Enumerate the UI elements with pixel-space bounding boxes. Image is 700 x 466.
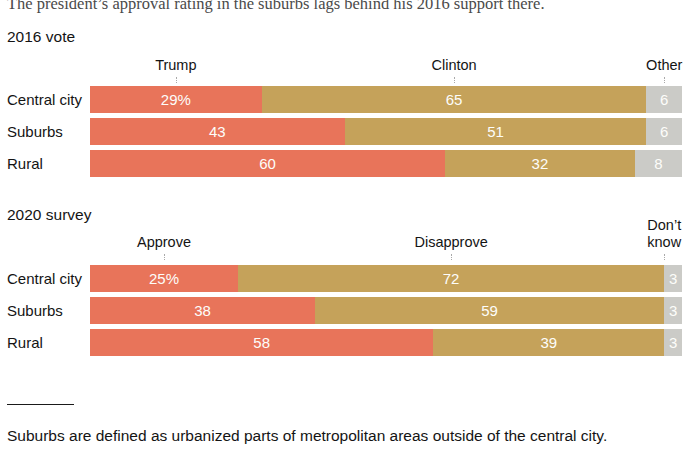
legend-label-disapprove: Disapprove [414,234,487,251]
value-label: 29% [161,91,191,108]
category-label-rural: Rural [7,329,87,356]
value-label: 25% [149,270,179,287]
segment-approve: 38 [90,297,315,324]
value-label: 3 [669,270,677,287]
segment-clinton: 32 [445,150,634,177]
bars-2016: 29% 65 6 43 51 6 60 32 8 [90,86,682,182]
segment-other: 8 [635,150,682,177]
value-label: 6 [660,123,668,140]
category-label-suburbs: Suburbs [7,297,87,324]
segment-dont-know: 3 [664,265,682,292]
bars-2020: 25% 72 3 38 59 3 58 39 3 [90,265,682,361]
value-label: 32 [532,155,549,172]
bar-row-central-city: 29% 65 6 [90,86,682,113]
bar-row-rural: 60 32 8 [90,150,682,177]
tick-mark [164,254,165,260]
value-label: 51 [487,123,504,140]
tick-mark [176,77,177,83]
value-label: 3 [669,302,677,319]
chart-subtitle: The president’s approval rating in the s… [7,0,696,14]
segment-approve: 25% [90,265,238,292]
value-label: 58 [253,334,270,351]
segment-disapprove: 39 [433,329,664,356]
value-label: 3 [669,334,677,351]
value-label: 65 [446,91,463,108]
legend-label-dont-know: Don’t know [647,217,681,251]
value-label: 72 [443,270,460,287]
tick-mark [451,254,452,260]
bar-row-central-city: 25% 72 3 [90,265,682,292]
segment-trump: 43 [90,118,345,145]
bar-row-suburbs: 43 51 6 [90,118,682,145]
category-label-central-city: Central city [7,86,87,113]
category-labels-2020: Central city Suburbs Rural [7,265,87,361]
value-label: 6 [660,91,668,108]
value-label: 59 [481,302,498,319]
legend-label-clinton: Clinton [432,57,477,74]
legend-label-approve: Approve [137,234,191,251]
legend-label-trump: Trump [155,57,196,74]
segment-disapprove: 72 [238,265,664,292]
segment-dont-know: 3 [664,297,682,324]
value-label: 43 [209,123,226,140]
category-label-central-city: Central city [7,265,87,292]
value-label: 39 [540,334,557,351]
footnote-rule [7,404,74,405]
segment-clinton: 65 [262,86,647,113]
category-label-rural: Rural [7,150,87,177]
category-labels-2016: Central city Suburbs Rural [7,86,87,182]
section-title-2016-vote: 2016 vote [7,28,75,46]
segment-trump: 29% [90,86,262,113]
segment-other: 6 [646,118,682,145]
bar-row-rural: 58 39 3 [90,329,682,356]
approval-chart-figure: The president’s approval rating in the s… [0,0,700,466]
segment-disapprove: 59 [315,297,664,324]
section-title-2020-survey: 2020 survey [7,206,91,224]
tick-mark [454,77,455,83]
legend-label-other: Other [646,57,682,74]
segment-clinton: 51 [345,118,647,145]
footnote-text: Suburbs are defined as urbanized parts o… [7,427,607,445]
value-label: 60 [259,155,276,172]
value-label: 8 [654,155,662,172]
segment-approve: 58 [90,329,433,356]
tick-mark [664,254,665,260]
value-label: 38 [194,302,211,319]
segment-dont-know: 3 [664,329,682,356]
bar-row-suburbs: 38 59 3 [90,297,682,324]
tick-mark [664,77,665,83]
segment-trump: 60 [90,150,445,177]
segment-other: 6 [646,86,682,113]
category-label-suburbs: Suburbs [7,118,87,145]
